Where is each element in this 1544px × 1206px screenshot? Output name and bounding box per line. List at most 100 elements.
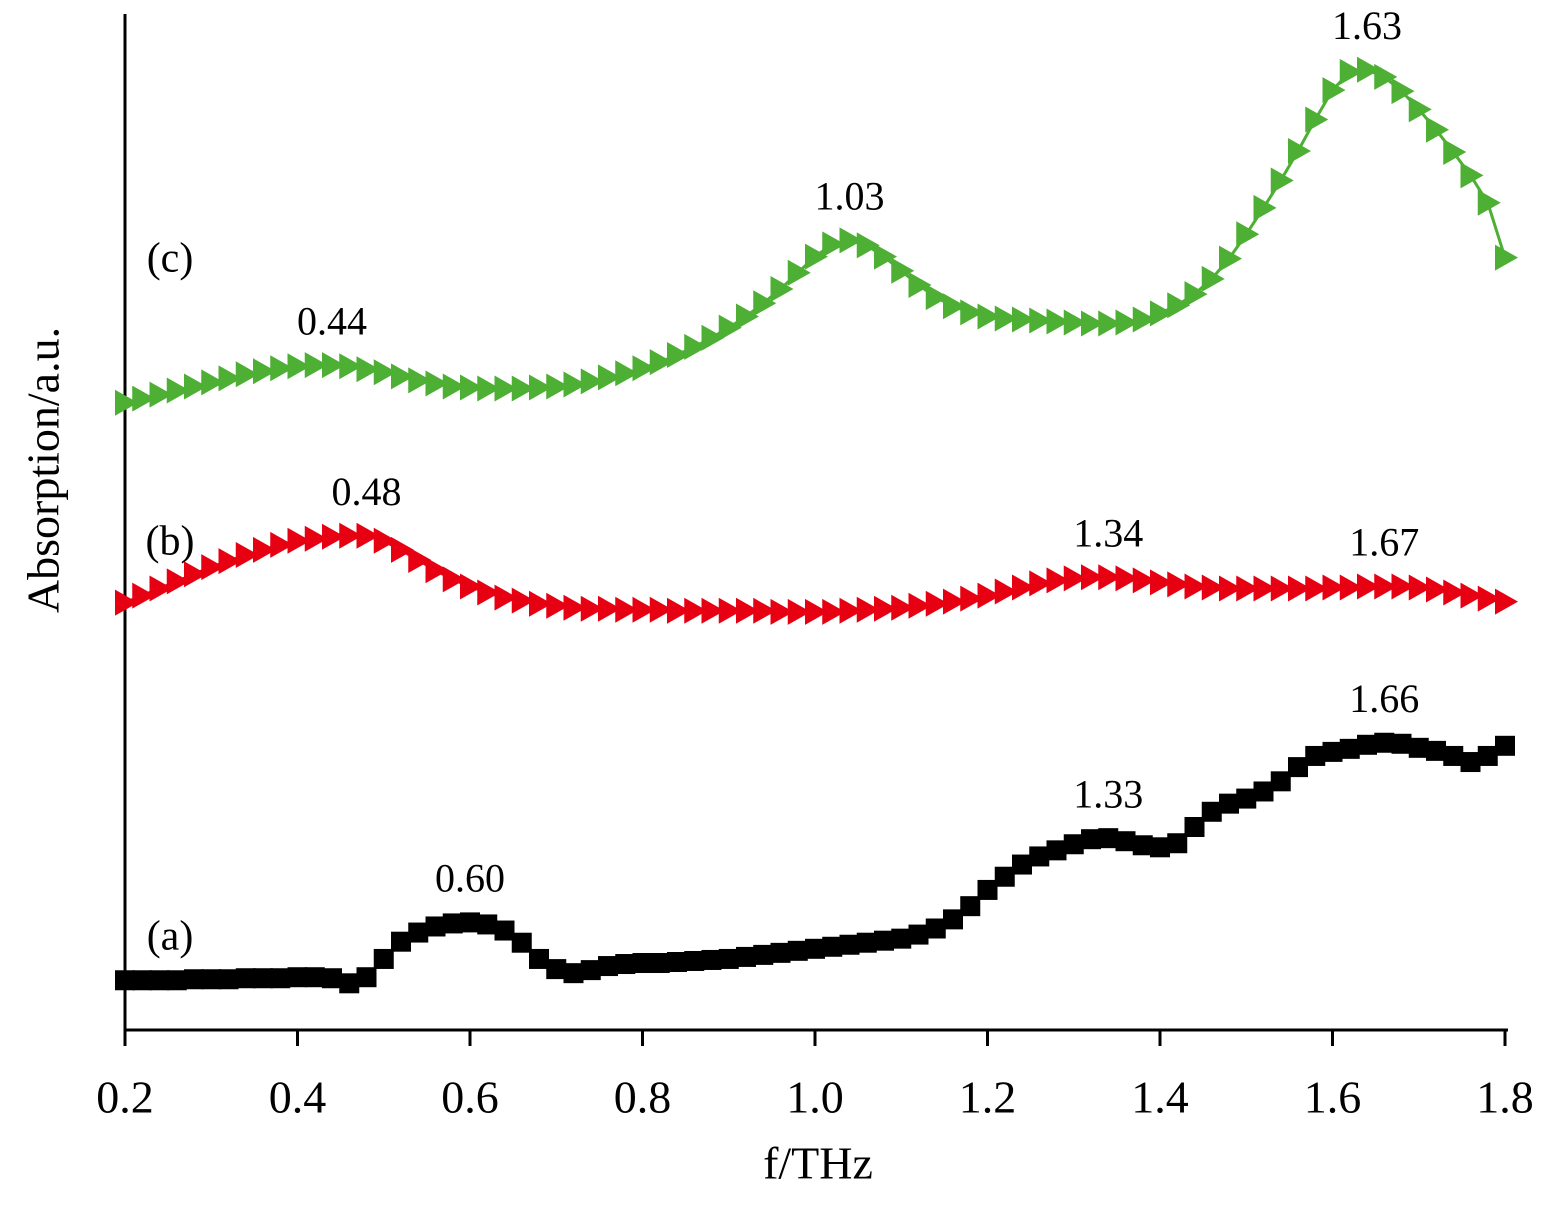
marker: [839, 934, 860, 955]
marker: [1339, 58, 1363, 85]
marker: [770, 598, 794, 625]
marker: [253, 968, 273, 989]
marker: [1236, 575, 1260, 602]
marker: [356, 967, 377, 988]
marker: [218, 365, 242, 392]
marker: [304, 967, 325, 988]
marker: [546, 592, 570, 619]
marker: [856, 932, 877, 953]
marker: [822, 231, 846, 258]
marker: [753, 290, 777, 317]
marker: [632, 355, 656, 382]
marker: [632, 596, 656, 623]
x-tick-label: 1.4: [1131, 1072, 1189, 1123]
x-tick-label: 0.8: [614, 1072, 672, 1123]
marker: [235, 541, 259, 568]
marker: [1495, 735, 1515, 756]
marker: [615, 954, 636, 975]
marker: [218, 969, 239, 990]
marker: [632, 953, 653, 974]
marker: [201, 969, 222, 990]
marker: [1460, 582, 1484, 609]
marker: [1270, 771, 1291, 792]
marker: [529, 374, 552, 401]
marker: [1460, 162, 1484, 189]
marker: [1081, 829, 1101, 850]
marker: [1477, 745, 1498, 766]
marker: [442, 913, 463, 934]
marker: [339, 973, 360, 994]
marker: [115, 970, 135, 991]
series-label: (a): [147, 914, 194, 960]
marker: [1098, 564, 1122, 591]
marker: [994, 578, 1018, 605]
marker: [511, 932, 532, 953]
marker: [943, 293, 966, 320]
marker: [339, 353, 363, 380]
marker: [977, 303, 1001, 330]
marker: [1167, 292, 1191, 319]
marker: [1236, 221, 1260, 248]
marker: [149, 575, 173, 602]
marker: [580, 368, 604, 395]
marker: [1408, 96, 1432, 123]
marker: [736, 303, 759, 330]
marker: [1150, 837, 1170, 858]
marker: [701, 949, 722, 970]
marker: [805, 243, 828, 270]
marker: [1012, 854, 1032, 875]
marker: [442, 566, 466, 593]
marker: [1115, 565, 1139, 592]
marker: [1305, 745, 1326, 766]
marker: [753, 597, 777, 624]
marker: [460, 374, 483, 401]
marker: [1477, 189, 1501, 216]
marker: [1098, 828, 1119, 849]
marker: [253, 358, 276, 385]
marker: [460, 573, 483, 600]
marker: [718, 948, 739, 969]
marker: [494, 584, 518, 611]
marker: [235, 361, 259, 388]
marker: [649, 349, 673, 376]
marker: [1288, 757, 1308, 778]
marker: [994, 866, 1015, 887]
marker: [1357, 573, 1380, 600]
marker: [460, 912, 480, 933]
marker: [856, 232, 880, 259]
marker: [563, 963, 584, 984]
marker: [1426, 740, 1446, 761]
marker: [1305, 106, 1329, 133]
marker: [787, 940, 808, 961]
marker: [822, 936, 843, 957]
marker: [943, 588, 966, 615]
marker: [1391, 733, 1412, 754]
marker: [1081, 564, 1104, 591]
marker: [529, 590, 552, 617]
marker: [1219, 575, 1242, 602]
marker: [1219, 245, 1242, 272]
marker: [1443, 139, 1467, 166]
marker: [839, 227, 863, 254]
marker: [1115, 309, 1139, 336]
marker: [201, 369, 225, 396]
x-tick-label: 1.2: [959, 1072, 1017, 1123]
marker: [477, 375, 501, 402]
marker: [391, 363, 414, 390]
marker: [615, 360, 639, 387]
marker: [908, 924, 929, 945]
marker: [477, 579, 501, 606]
marker: [287, 527, 311, 554]
marker: [442, 373, 466, 400]
marker: [736, 597, 759, 624]
marker: [1063, 309, 1087, 336]
marker: [149, 381, 173, 408]
marker: [805, 598, 828, 625]
marker: [925, 918, 946, 939]
marker: [1150, 300, 1173, 327]
marker: [598, 956, 618, 977]
marker: [1408, 574, 1432, 601]
marker: [874, 243, 897, 270]
marker: [1443, 579, 1467, 606]
